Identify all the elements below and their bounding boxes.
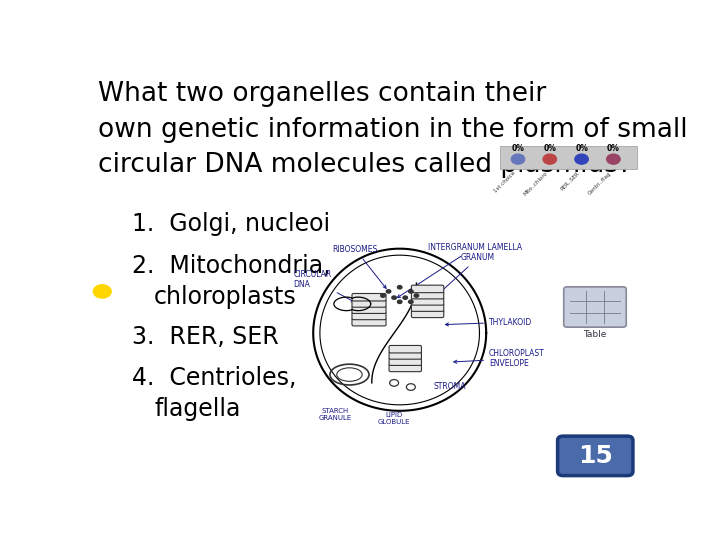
Text: Centri..flag: Centri..flag (588, 171, 612, 196)
Text: 0%: 0% (511, 144, 524, 153)
Circle shape (94, 285, 111, 298)
Text: 2.  Mitochondria,: 2. Mitochondria, (132, 254, 330, 278)
Circle shape (392, 296, 396, 299)
Circle shape (403, 296, 408, 299)
FancyBboxPatch shape (389, 364, 421, 372)
Text: 0%: 0% (607, 144, 620, 153)
Text: CIRCULAR
DNA: CIRCULAR DNA (294, 270, 354, 302)
FancyBboxPatch shape (411, 285, 444, 293)
Circle shape (381, 294, 385, 297)
Text: flagella: flagella (154, 397, 240, 421)
FancyBboxPatch shape (557, 436, 633, 476)
FancyBboxPatch shape (411, 304, 444, 312)
Text: THYLAKOID: THYLAKOID (446, 318, 532, 327)
Text: 0%: 0% (544, 144, 557, 153)
Text: RIBOSOMES: RIBOSOMES (333, 245, 386, 288)
Text: own genetic information in the form of small: own genetic information in the form of s… (99, 117, 688, 143)
Circle shape (575, 154, 588, 164)
Text: 0%: 0% (575, 144, 588, 153)
FancyBboxPatch shape (352, 306, 386, 313)
Circle shape (607, 154, 620, 164)
FancyBboxPatch shape (352, 319, 386, 326)
Text: RER..SER: RER..SER (559, 171, 580, 192)
FancyBboxPatch shape (411, 292, 444, 299)
Text: STROMA: STROMA (433, 382, 466, 391)
Text: circular DNA molecules called plasmids?: circular DNA molecules called plasmids? (99, 152, 632, 178)
FancyBboxPatch shape (352, 294, 386, 301)
Circle shape (387, 290, 391, 293)
Text: Mito..chloro: Mito..chloro (523, 171, 549, 197)
Circle shape (409, 290, 413, 293)
Text: 3.  RER, SER: 3. RER, SER (132, 325, 279, 349)
FancyBboxPatch shape (389, 346, 421, 353)
FancyBboxPatch shape (500, 146, 637, 168)
Text: STARCH
GRANULE: STARCH GRANULE (319, 408, 352, 421)
Text: chloroplasts: chloroplasts (154, 285, 297, 309)
Text: Table: Table (583, 329, 607, 339)
FancyBboxPatch shape (564, 287, 626, 327)
FancyBboxPatch shape (389, 352, 421, 359)
FancyBboxPatch shape (411, 298, 444, 305)
FancyBboxPatch shape (389, 358, 421, 366)
Circle shape (397, 286, 402, 289)
Circle shape (511, 154, 525, 164)
Text: INTERGRANUM LAMELLA: INTERGRANUM LAMELLA (397, 243, 522, 298)
Circle shape (543, 154, 557, 164)
Text: 1.  Golgi, nucleoi: 1. Golgi, nucleoi (132, 212, 330, 237)
Text: 4.  Centrioles,: 4. Centrioles, (132, 366, 296, 390)
FancyBboxPatch shape (352, 312, 386, 320)
Text: LIPID
GLOBULE: LIPID GLOBULE (378, 413, 410, 426)
Text: CHLOROPLAST
ENVELOPE: CHLOROPLAST ENVELOPE (454, 349, 545, 368)
Text: What two organelles contain their: What two organelles contain their (99, 82, 546, 107)
Text: 1st choice: 1st choice (493, 171, 517, 194)
FancyBboxPatch shape (352, 300, 386, 307)
Circle shape (414, 294, 418, 297)
Circle shape (409, 300, 413, 303)
Circle shape (397, 300, 402, 303)
FancyBboxPatch shape (411, 310, 444, 318)
Text: 15: 15 (578, 444, 613, 468)
Text: GRANUM: GRANUM (431, 253, 495, 301)
